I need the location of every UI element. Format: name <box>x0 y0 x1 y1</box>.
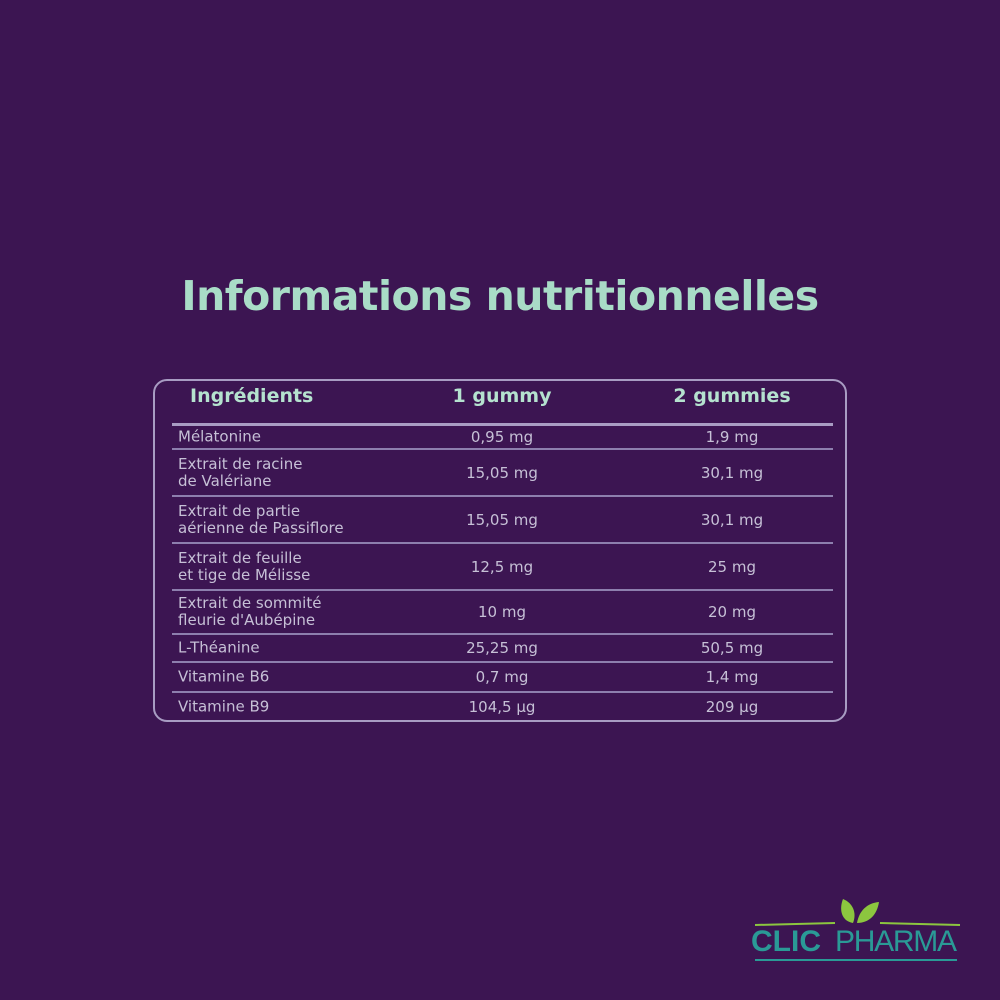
dose-1: 0,7 mg <box>475 668 529 686</box>
dose-2: 1,4 mg <box>705 668 759 686</box>
ingredient-name: Extrait de racine de Valériane <box>178 454 303 490</box>
dose-2: 25 mg <box>708 557 756 576</box>
dose-1: 104,5 µg <box>468 697 536 716</box>
header-2-gummies: 2 gummies <box>673 385 791 407</box>
header-ingredients: Ingrédients <box>190 385 314 407</box>
dose-1: 12,5 mg <box>470 557 534 576</box>
dose-1: 15,05 mg <box>466 463 538 482</box>
ingredient-name: Extrait de feuille et tige de Mélisse <box>178 548 311 584</box>
clicpharma-logo: CLIC PHARMA <box>745 893 965 968</box>
leaves-icon: CLIC PHARMA <box>751 899 961 961</box>
dose-2: 50,5 mg <box>700 639 764 657</box>
dose-1: 0,95 mg <box>470 428 534 446</box>
ingredient-name: L-Théanine <box>178 638 260 657</box>
dose-2: 209 µg <box>705 697 759 716</box>
nutrition-table <box>153 379 847 722</box>
header-1-gummy: 1 gummy <box>452 385 552 407</box>
table-row: Vitamine B9 104,5 µg 209 µg <box>172 693 833 720</box>
dose-2: 1,9 mg <box>705 428 759 446</box>
dose-1: 25,25 mg <box>466 639 538 657</box>
table-row: L-Théanine 25,25 mg 50,5 mg <box>172 635 833 663</box>
ingredient-name: Extrait de sommité fleurie d'Aubépine <box>178 594 322 629</box>
dose-2: 20 mg <box>708 603 756 621</box>
dose-1: 15,05 mg <box>466 510 538 529</box>
table-row: Vitamine B6 0,7 mg 1,4 mg <box>172 663 833 693</box>
logo-brand-clic: CLIC <box>751 925 821 958</box>
ingredient-name: Mélatonine <box>178 427 261 446</box>
ingredient-name: Extrait de partie aérienne de Passiflore <box>178 501 344 537</box>
table-row: Extrait de feuille et tige de Mélisse 12,… <box>172 544 833 591</box>
table-row: Mélatonine 0,95 mg 1,9 mg <box>172 426 833 450</box>
table-row: Extrait de sommité fleurie d'Aubépine 10 … <box>172 591 833 635</box>
dose-2: 30,1 mg <box>700 463 764 482</box>
table-row: Extrait de partie aérienne de Passiflore… <box>172 497 833 544</box>
ingredient-name: Vitamine B6 <box>178 667 270 686</box>
dose-1: 10 mg <box>478 603 526 621</box>
table-row: Extrait de racine de Valériane 15,05 mg 30… <box>172 450 833 497</box>
logo-brand-pharma: PHARMA <box>835 925 957 958</box>
ingredient-name: Vitamine B9 <box>178 697 270 715</box>
dose-2: 30,1 mg <box>700 510 764 529</box>
table-body: Mélatonine 0,95 mg 1,9 mg Extrait de racin… <box>172 423 833 720</box>
page-title: Informations nutritionnelles <box>181 272 819 320</box>
